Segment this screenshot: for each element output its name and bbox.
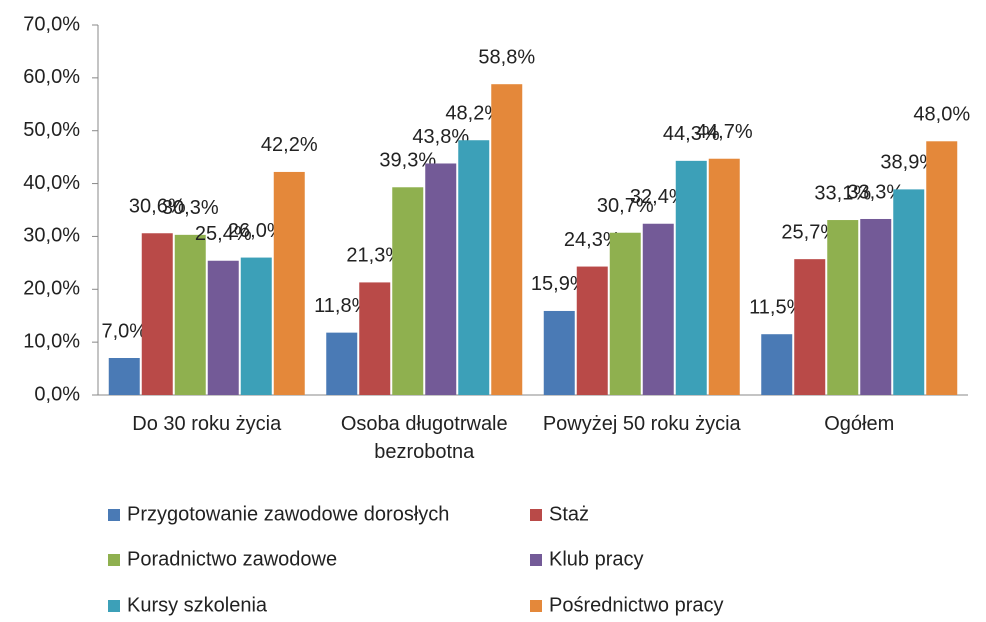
data-label: 24,3%: [564, 229, 621, 251]
data-label: 32,4%: [630, 186, 687, 208]
bar: [794, 259, 826, 395]
data-label: 48,0%: [913, 104, 970, 126]
data-label: 30,6%: [129, 196, 186, 218]
data-label: 33,3%: [847, 181, 904, 203]
bar: [240, 257, 272, 395]
x-tick-label: Ogółem: [824, 413, 895, 435]
bar: [675, 160, 707, 395]
x-tick-label: Powyżej 50 roku życia: [542, 413, 741, 435]
bar: [761, 334, 793, 395]
legend-marker: [108, 600, 120, 612]
y-tick-label: 0,0%: [34, 383, 80, 405]
x-tick-label: Do 30 roku życia: [132, 413, 282, 435]
data-label: 26,0%: [228, 220, 285, 242]
bar: [458, 140, 490, 395]
bar: [425, 163, 457, 395]
legend-label: Staż: [549, 503, 589, 525]
legend-marker: [530, 554, 542, 566]
bar: [642, 223, 674, 395]
data-label: 11,8%: [314, 295, 369, 317]
bar: [359, 282, 391, 395]
data-label: 21,3%: [346, 245, 403, 267]
x-tick-label: Osoba długotrwale bezrobotna: [340, 413, 508, 463]
data-label: 25,4%: [195, 223, 252, 245]
y-tick-label: 40,0%: [23, 172, 80, 194]
bar: [827, 220, 859, 395]
bar: [609, 232, 641, 395]
legend-label: Kursy szkolenia: [127, 594, 268, 616]
y-tick-label: 70,0%: [23, 13, 80, 35]
data-label: 33,1%: [814, 182, 871, 204]
bar: [326, 332, 358, 395]
y-tick-label: 60,0%: [23, 66, 80, 88]
data-label: 38,9%: [880, 152, 937, 174]
data-label: 7,0%: [101, 320, 147, 342]
bar: [174, 234, 206, 395]
bar: [893, 189, 925, 395]
data-label: 11,5%: [749, 296, 804, 318]
data-label: 43,8%: [412, 126, 469, 148]
legend-label: Pośrednictwo pracy: [549, 594, 724, 616]
data-label: 30,7%: [597, 195, 654, 217]
legend-marker: [530, 600, 542, 612]
data-label: 44,7%: [696, 121, 753, 143]
bar: [543, 310, 575, 395]
bar: [108, 358, 140, 395]
legend-label: Przygotowanie zawodowe dorosłych: [127, 503, 449, 525]
y-tick-label: 50,0%: [23, 119, 80, 141]
data-label: 39,3%: [379, 150, 436, 172]
bar: [576, 266, 608, 395]
bar: [141, 233, 173, 395]
bar: [392, 187, 424, 395]
data-label: 15,9%: [531, 273, 588, 295]
y-tick-label: 10,0%: [23, 330, 80, 352]
bar: [207, 260, 239, 395]
data-label: 58,8%: [478, 46, 535, 68]
legend-marker: [108, 554, 120, 566]
bar: [860, 218, 892, 395]
bar: [491, 84, 523, 395]
data-label: 48,2%: [445, 103, 502, 125]
legend-label: Klub pracy: [549, 548, 644, 570]
bar: [273, 171, 305, 395]
legend-marker: [530, 509, 542, 521]
y-tick-label: 30,0%: [23, 225, 80, 247]
legend-label: Poradnictwo zawodowe: [127, 548, 337, 570]
data-label: 25,7%: [781, 221, 838, 243]
data-label: 30,3%: [162, 197, 219, 219]
legend-marker: [108, 509, 120, 521]
y-tick-label: 20,0%: [23, 278, 80, 300]
data-label: 44,3%: [663, 123, 720, 145]
data-label: 42,2%: [261, 134, 318, 156]
bar: [708, 158, 740, 395]
bar: [926, 141, 958, 395]
